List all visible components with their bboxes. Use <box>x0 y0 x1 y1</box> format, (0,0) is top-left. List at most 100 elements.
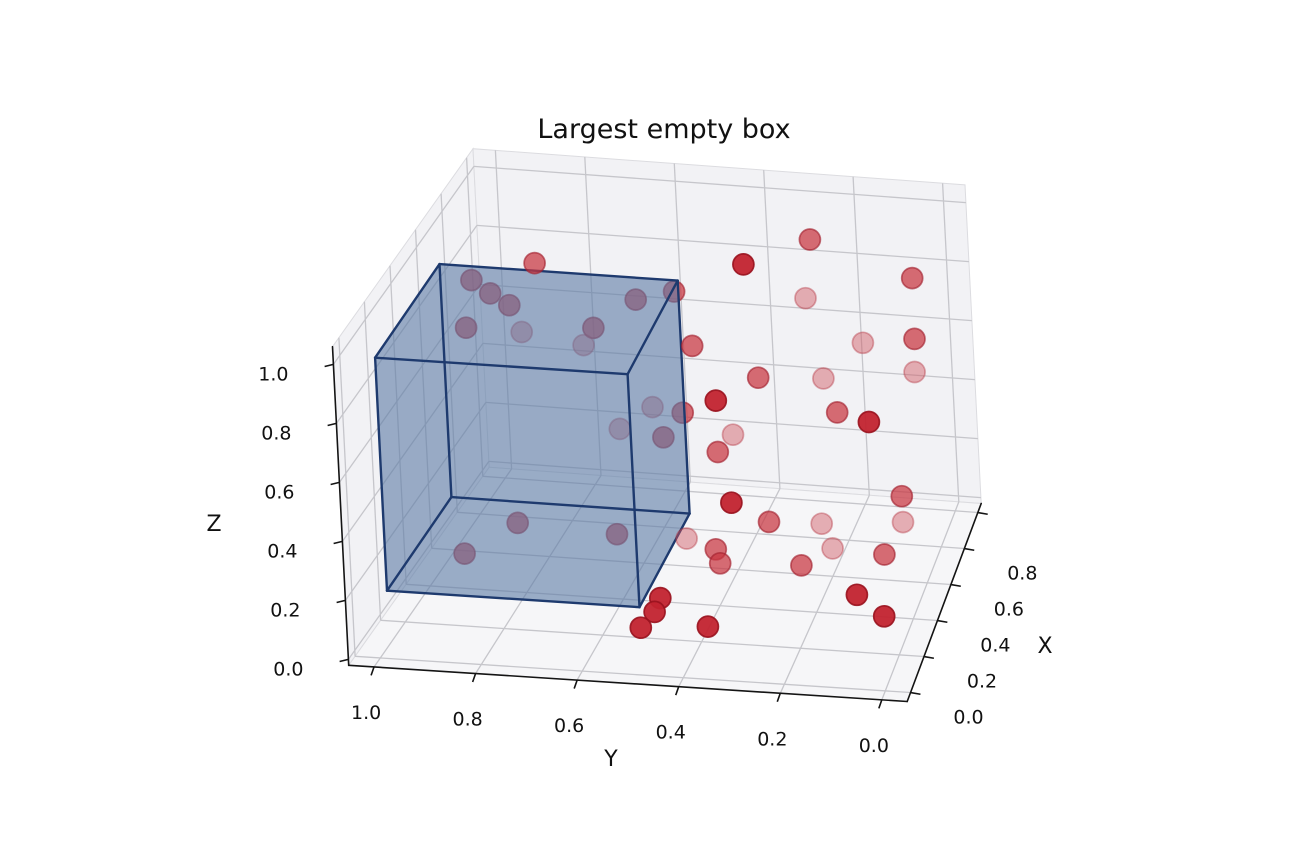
data-point <box>510 320 534 344</box>
y-axis-label: Y <box>603 747 618 772</box>
data-point <box>624 288 648 311</box>
tick-mark <box>964 547 975 552</box>
grid-wall-left-v <box>414 229 433 549</box>
data-point <box>825 401 849 424</box>
grid-wall-left-h <box>338 284 481 483</box>
grid-floor-y <box>779 495 870 694</box>
box-edge <box>373 262 441 359</box>
grid-wall-left-h <box>332 166 475 365</box>
tick-mark <box>330 481 340 486</box>
data-point <box>696 615 720 638</box>
grid-wall-right-h <box>473 165 966 204</box>
z-tick-label: 1.0 <box>258 363 288 385</box>
tick-mark <box>324 363 334 368</box>
z-axis-label: Z <box>206 512 221 537</box>
data-point <box>872 604 896 628</box>
data-point <box>903 327 926 351</box>
data-point <box>732 253 755 276</box>
x-tick-label: 0.4 <box>980 635 1010 657</box>
z-axis-line <box>331 345 350 667</box>
z-tick-label: 0.0 <box>273 658 303 680</box>
data-point <box>821 537 844 560</box>
data-point <box>453 542 476 565</box>
data-point <box>708 551 732 575</box>
z-tick-label: 0.8 <box>261 422 291 444</box>
grid-wall-right-v <box>763 170 781 489</box>
grid-wall-right-v <box>673 163 692 483</box>
y-tick-label: 0.8 <box>452 709 482 731</box>
data-point <box>460 268 483 292</box>
tick-mark <box>910 691 921 696</box>
grid-wall-left-h <box>341 343 484 542</box>
plot-scene: 1.0 0.8 0.6 0.4 0.2 0.0 0.0 0.2 0.4 0.6 0.8 0.0 0.2 0… <box>258 147 1037 757</box>
box-edge <box>450 495 691 515</box>
data-point <box>478 282 502 305</box>
data-point <box>629 616 653 640</box>
box-edge <box>385 589 641 609</box>
box-edge <box>626 279 679 376</box>
data-point <box>506 511 530 535</box>
x-tick-label: 0.6 <box>994 599 1024 621</box>
grid-wall-right-v <box>852 176 870 496</box>
tick-mark <box>573 679 578 689</box>
data-point <box>798 228 822 251</box>
data-point <box>900 266 924 290</box>
data-point <box>757 510 781 534</box>
box-edge <box>373 356 389 592</box>
box-edge <box>638 512 691 609</box>
y-tick-label: 0.2 <box>757 728 787 750</box>
x-axis-line <box>906 502 983 703</box>
data-point <box>675 527 698 550</box>
y-tick-label: 0.0 <box>859 735 889 757</box>
data-point <box>721 423 745 447</box>
box-edge <box>438 262 453 499</box>
z-tick-label: 0.2 <box>270 599 300 621</box>
tick-mark <box>336 599 346 604</box>
grid-wall-right-v <box>941 183 960 502</box>
data-point <box>572 333 595 357</box>
box-edge <box>676 279 691 515</box>
data-point <box>643 600 666 624</box>
data-point <box>704 389 728 412</box>
data-point <box>845 583 869 607</box>
box-face-back <box>439 264 690 514</box>
grid-floor-x <box>457 511 965 550</box>
x-tick-label: 0.2 <box>967 671 997 693</box>
z-tick-label: 0.6 <box>264 481 294 503</box>
data-point <box>641 395 664 419</box>
data-point <box>903 360 926 384</box>
box-edge <box>626 373 641 609</box>
grid-wall-right-h <box>476 224 969 263</box>
tick-mark <box>370 666 375 676</box>
tick-mark <box>977 511 988 516</box>
data-point <box>812 367 835 390</box>
box-edge <box>373 356 629 376</box>
grid-wall-right-h <box>485 401 978 440</box>
data-point <box>794 286 817 310</box>
x-tick-label: 0.8 <box>1007 563 1037 585</box>
z-tick-label: 0.4 <box>267 540 297 562</box>
data-point <box>873 543 896 566</box>
tick-mark <box>674 686 680 696</box>
grid-floor-x <box>431 547 951 586</box>
data-point <box>605 522 629 546</box>
tick-mark <box>923 655 935 660</box>
tick-mark <box>937 619 948 624</box>
data-point <box>891 510 915 534</box>
data-point <box>720 491 743 515</box>
grid-wall-left-v <box>338 337 356 657</box>
grid-floor-x <box>406 583 938 622</box>
tick-mark <box>950 583 961 588</box>
tick-mark <box>333 540 343 545</box>
grid-wall-right-v <box>584 156 602 476</box>
tick-mark <box>471 673 477 683</box>
grid-wall-right-h <box>482 342 975 381</box>
box-edge <box>438 262 679 282</box>
box-edge <box>385 495 453 592</box>
grid-floor-y <box>475 475 602 674</box>
grid-wall-right-h <box>479 283 972 322</box>
box-face-top <box>375 264 678 375</box>
grid-wall-left-v <box>363 301 382 621</box>
